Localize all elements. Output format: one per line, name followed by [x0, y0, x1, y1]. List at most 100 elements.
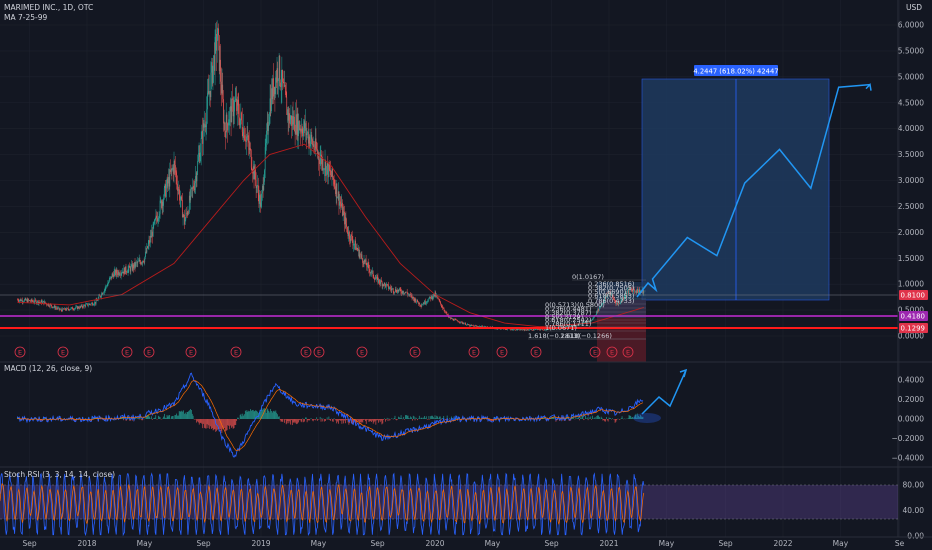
candle-body: [156, 218, 158, 222]
macd-bar: [237, 417, 238, 419]
candle-body: [339, 201, 340, 206]
macd-bar: [316, 417, 318, 419]
macd-bar: [438, 416, 440, 419]
time-axis: Sep 2018 May Sep 2019 May Sep 2020 May Sep 2021 May…: [23, 539, 905, 548]
macd-bar: [261, 408, 263, 419]
candle-body: [461, 321, 462, 323]
macd-label[interactable]: MACD (12, 26, close, 9): [4, 364, 93, 373]
earnings-event-icon[interactable]: E: [300, 346, 312, 358]
candle-body: [182, 199, 183, 218]
macd-bar: [148, 414, 150, 419]
macd-bar: [255, 410, 257, 419]
projection-box[interactable]: [641, 78, 830, 301]
macd-bar: [411, 417, 412, 419]
fib-label: 1.618(−0.2813): [528, 332, 580, 340]
candle-body: [605, 297, 606, 298]
candle-body: [275, 77, 277, 83]
earnings-event-icon[interactable]: E: [313, 346, 325, 358]
macd-bar: [168, 415, 170, 419]
candle-body: [147, 244, 149, 249]
candle-body: [583, 322, 585, 323]
earnings-event-icon[interactable]: E: [14, 346, 26, 358]
earnings-event-icon[interactable]: E: [409, 346, 421, 358]
macd-bar: [489, 419, 491, 421]
stoch-d-line: [0, 482, 645, 525]
fib-label: 0.618(0.2542): [545, 316, 591, 324]
candle-body: [117, 271, 119, 275]
candle-body: [143, 261, 145, 263]
candle-body: [333, 177, 334, 180]
macd-bar: [188, 410, 190, 419]
earnings-event-icon[interactable]: E: [356, 346, 368, 358]
macd-bar: [351, 419, 353, 425]
candle-body: [513, 329, 514, 330]
macd-bar: [272, 411, 274, 419]
candle-body: [396, 291, 398, 293]
candle-body: [361, 254, 363, 259]
candle-body: [470, 324, 472, 326]
candle-body: [605, 294, 607, 298]
macd-bar: [405, 415, 406, 419]
candle-body: [463, 323, 464, 325]
macd-projection-path[interactable]: [641, 369, 687, 415]
macd-bar: [209, 419, 211, 429]
earnings-event-icon[interactable]: E: [496, 346, 508, 358]
macd-bar: [203, 419, 204, 424]
candle-body: [41, 300, 43, 304]
candle-body: [120, 273, 122, 276]
earnings-event-icon[interactable]: E: [606, 346, 618, 358]
macd-bar: [278, 416, 280, 419]
stoch-label[interactable]: Stoch RSI (3, 3, 14, 14, close): [4, 470, 115, 479]
earnings-event-icon[interactable]: E: [143, 346, 155, 358]
candle-body: [630, 288, 632, 290]
earnings-event-icon[interactable]: E: [622, 346, 634, 358]
candle-body: [368, 264, 370, 269]
earnings-event-icon[interactable]: E: [121, 346, 133, 358]
candle-body: [204, 124, 206, 128]
macd-bar: [429, 419, 431, 420]
candle-body: [97, 300, 98, 301]
macd-bar: [186, 411, 188, 419]
candle-body: [251, 167, 253, 172]
macd-bar: [393, 418, 395, 419]
macd-bar: [418, 415, 420, 419]
macd-bar: [222, 419, 224, 429]
earnings-event-icon[interactable]: E: [57, 346, 69, 358]
candle-body: [518, 328, 519, 330]
candle-body: [600, 305, 601, 308]
earnings-event-icon[interactable]: E: [468, 346, 480, 358]
fib-label: 1(0.0671): [545, 324, 577, 332]
candle-body: [370, 272, 372, 273]
macd-bar: [621, 416, 623, 419]
macd-bar: [379, 419, 381, 423]
stoch-tick-label: 40.00: [903, 506, 925, 515]
candle-body: [155, 215, 157, 219]
candle-body: [479, 326, 480, 327]
candle-body: [481, 326, 482, 327]
candle-body: [221, 84, 223, 94]
svg-text:E: E: [18, 349, 22, 357]
candle-body: [218, 35, 220, 71]
candle-body: [343, 211, 345, 212]
candle-body: [243, 128, 245, 140]
macd-bar: [358, 419, 359, 422]
candle-body: [513, 328, 515, 330]
earnings-event-icon[interactable]: E: [530, 346, 542, 358]
earnings-event-icon[interactable]: E: [185, 346, 197, 358]
candle-body: [113, 272, 115, 278]
candle-body: [209, 90, 210, 95]
candle-body: [278, 55, 280, 80]
candle-body: [552, 329, 553, 330]
ma-indicator-label[interactable]: MA 7-25-99: [4, 13, 48, 22]
candle-body: [117, 273, 118, 275]
candle-body: [433, 294, 434, 298]
macd-bar: [352, 419, 354, 425]
earnings-event-icon[interactable]: E: [230, 346, 242, 358]
candle-body: [93, 304, 95, 305]
candle-body: [429, 296, 430, 299]
earnings-event-icon[interactable]: E: [589, 346, 601, 358]
macd-bar: [407, 415, 409, 419]
candle-body: [149, 240, 150, 243]
projection-path[interactable]: [636, 83, 871, 298]
